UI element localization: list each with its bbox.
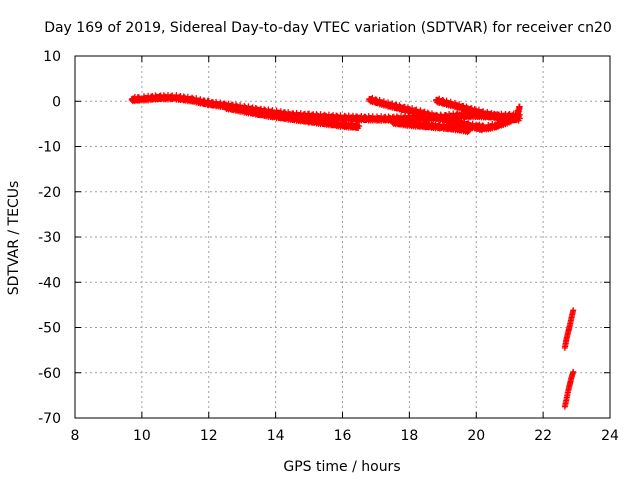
x-axis-label: GPS time / hours [283, 459, 400, 475]
x-tick-label: 20 [467, 428, 485, 444]
data-point [356, 123, 363, 130]
series-trace-d [389, 117, 473, 136]
y-axis: 10 0 -10 -20 -30 -40 -50 -60 -70 [38, 49, 610, 427]
chart-title: Day 169 of 2019, Sidereal Day-to-day VTE… [44, 20, 612, 36]
series-trace-g [561, 307, 577, 351]
x-tick-label: 22 [534, 428, 552, 444]
y-tick-label: -40 [38, 275, 61, 291]
y-tick-label: -70 [38, 411, 61, 427]
data-point [516, 103, 523, 110]
x-tick-label: 10 [133, 428, 151, 444]
x-tick-label: 16 [334, 428, 352, 444]
y-tick-label: -30 [38, 230, 61, 246]
x-axis: 8 10 12 14 16 18 20 22 24 [71, 56, 619, 444]
x-tick-label: 18 [400, 428, 418, 444]
x-tick-label: 14 [267, 428, 285, 444]
y-tick-label: -20 [38, 185, 61, 201]
series-trace-h [561, 368, 577, 410]
y-tick-label: -10 [38, 140, 61, 156]
x-tick-label: 24 [601, 428, 619, 444]
y-axis-label: SDTVAR / TECUs [6, 181, 22, 296]
data-point [570, 307, 577, 314]
series-trace-b [222, 102, 363, 132]
y-tick-label: -50 [38, 321, 61, 337]
x-tick-label: 8 [71, 428, 80, 444]
y-tick-label: 0 [52, 94, 61, 110]
x-tick-label: 12 [200, 428, 218, 444]
y-tick-label: 10 [43, 49, 61, 65]
y-tick-label: -60 [38, 366, 61, 382]
data-points [128, 91, 577, 410]
data-point [466, 127, 473, 134]
data-point [570, 368, 577, 375]
series-trace-f [473, 103, 523, 133]
grid [75, 56, 610, 418]
series-trace-c [366, 94, 486, 134]
